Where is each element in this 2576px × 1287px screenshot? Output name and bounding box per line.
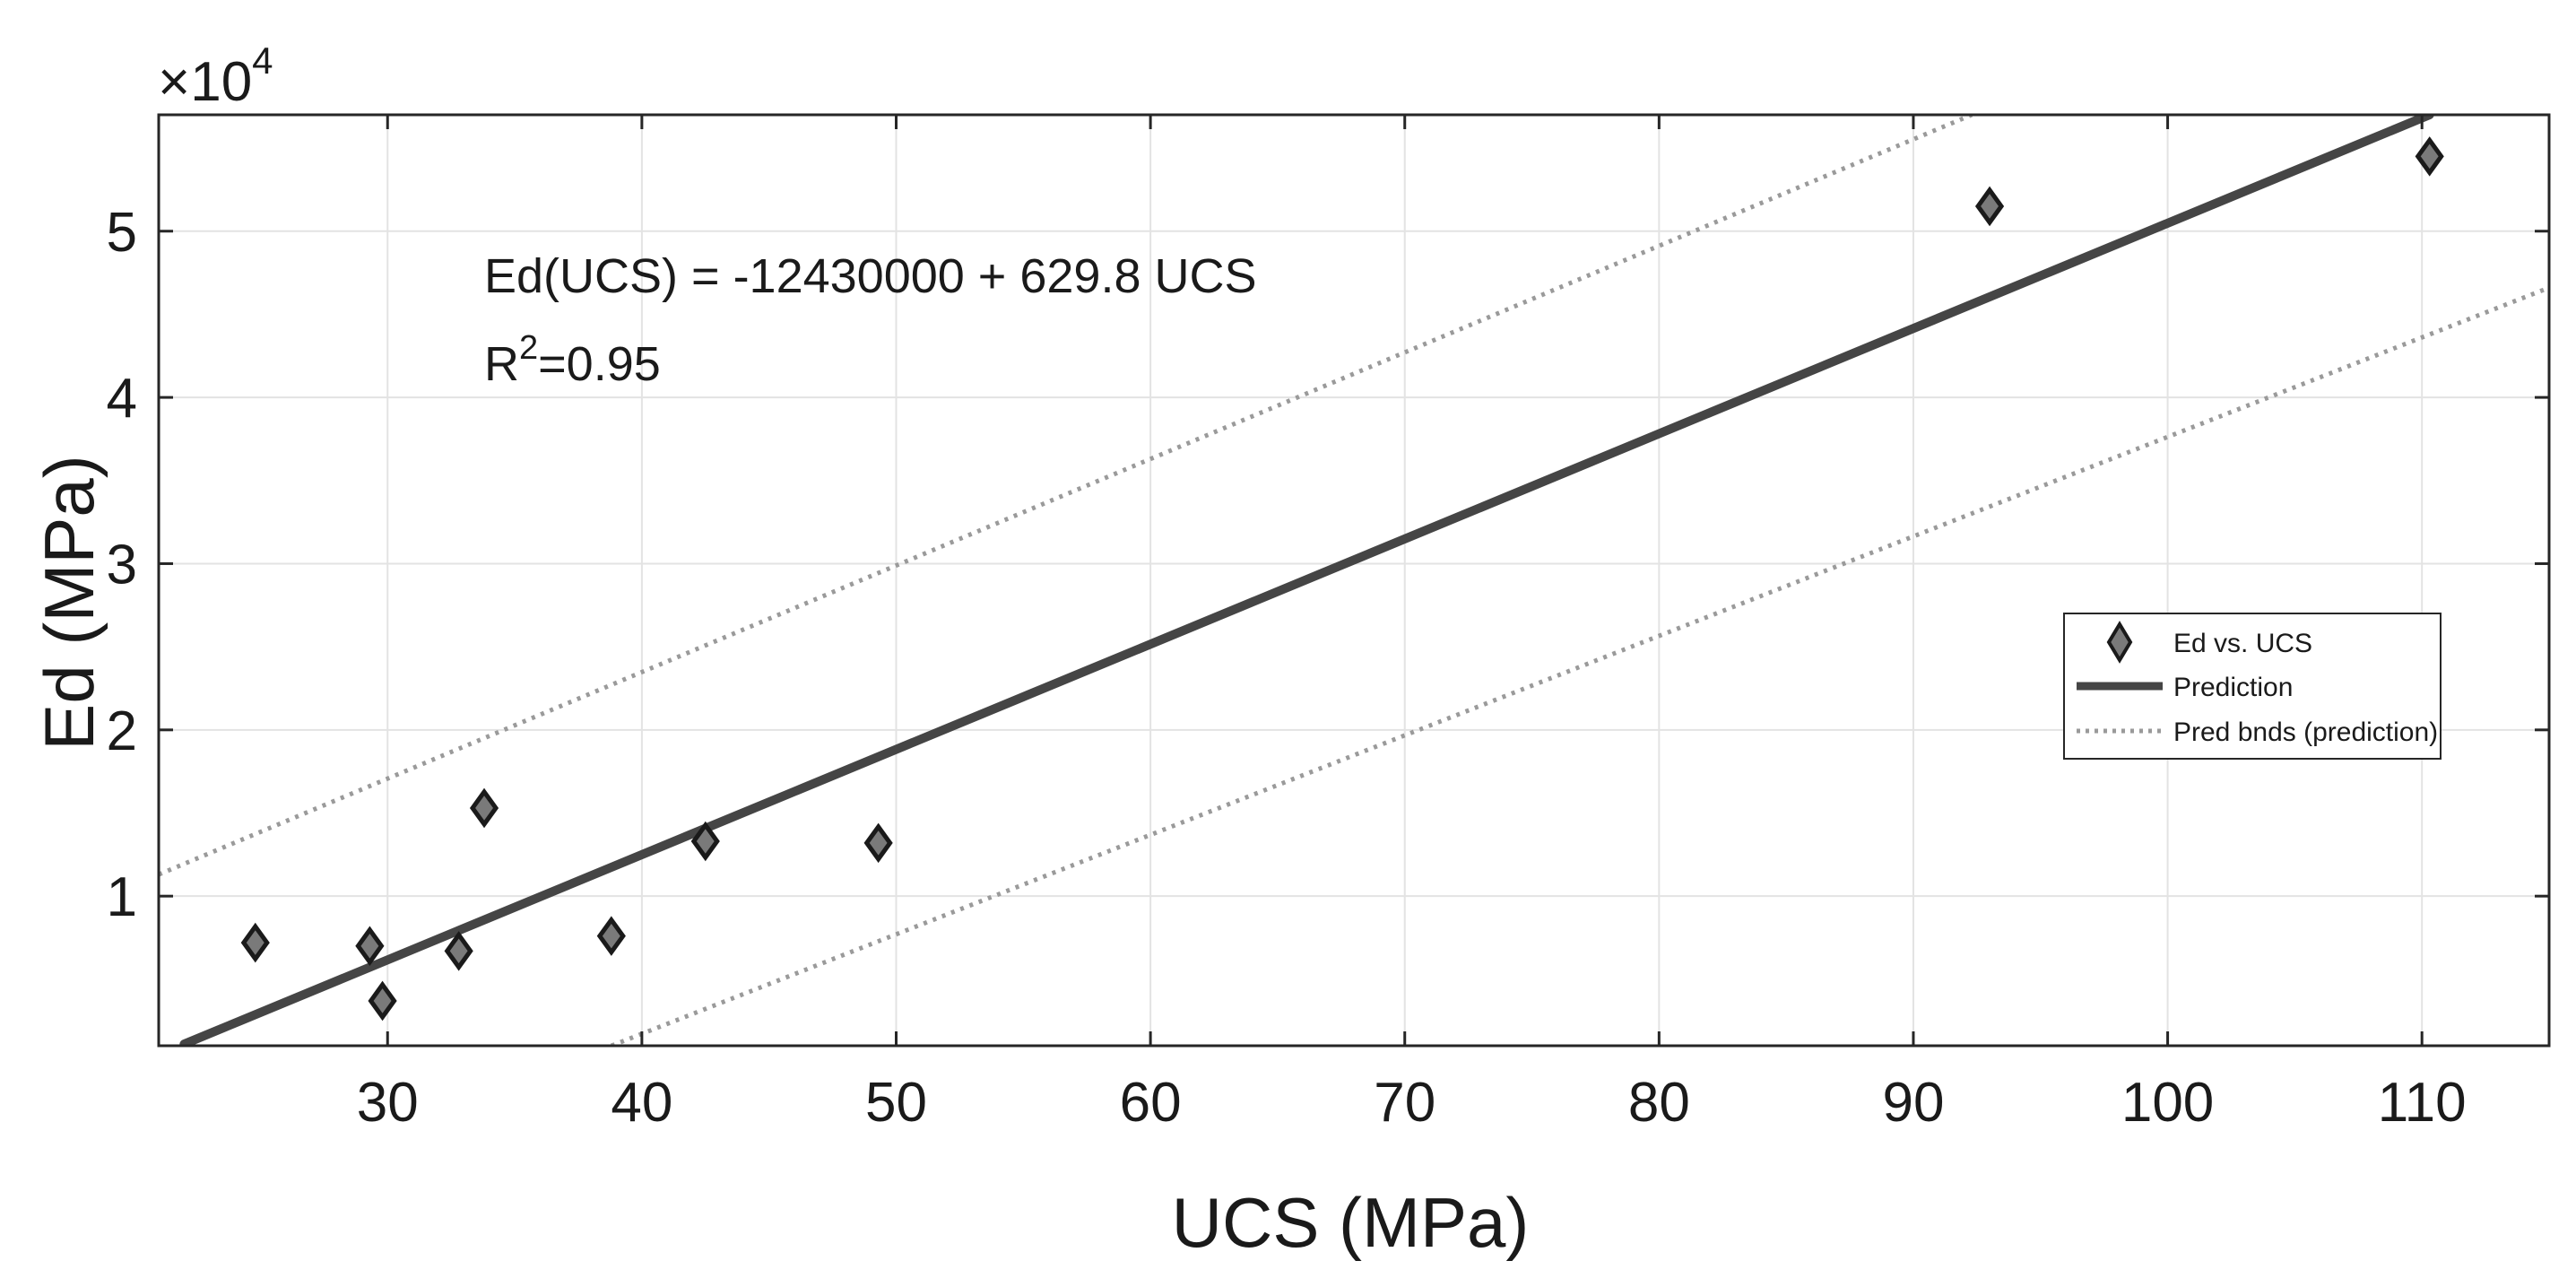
equation-annotation: Ed(UCS) = -12430000 + 629.8 UCS [484, 249, 1257, 303]
legend-label-bounds: Pred bnds (prediction) [2173, 717, 2438, 747]
data-point [444, 931, 473, 971]
x-tick-label: 60 [1120, 1072, 1182, 1134]
y-tick-label: 5 [107, 202, 137, 264]
prediction-line [179, 115, 2434, 1046]
x-axis-label: UCS (MPa) [1172, 1183, 1530, 1262]
data-point [2415, 136, 2444, 177]
prediction-bounds [159, 115, 2549, 1046]
y-axis-ticks: 1 2 3 4 5 [107, 202, 2549, 928]
prediction-bound-lower [610, 285, 2549, 1046]
y-exponent-power: 4 [252, 39, 273, 82]
x-tick-label: 50 [865, 1072, 927, 1134]
data-point [690, 821, 720, 862]
data-point [1974, 186, 2005, 227]
r2-superscript: 2 [519, 329, 538, 367]
data-point [596, 916, 626, 956]
r2-prefix: R [484, 337, 519, 391]
x-tick-label: 30 [357, 1072, 419, 1134]
legend-marker-points [2106, 621, 2133, 664]
plot-frame [157, 113, 2551, 1048]
data-point [863, 822, 893, 864]
x-tick-label: 70 [1374, 1072, 1435, 1134]
x-tick-label: 40 [611, 1072, 672, 1134]
y-tick-label: 2 [107, 700, 137, 762]
data-point [469, 787, 499, 829]
y-exponent-base: ×10 [158, 51, 252, 113]
x-tick-label: 100 [2121, 1072, 2214, 1134]
y-tick-label: 1 [107, 866, 137, 928]
prediction-line-path [179, 115, 2434, 1046]
prediction-bound-upper [159, 115, 1973, 877]
y-tick-label: 4 [107, 368, 137, 430]
x-tick-label: 110 [2378, 1072, 2467, 1134]
data-points [240, 136, 2444, 1022]
data-point [368, 980, 397, 1022]
x-tick-label: 80 [1628, 1072, 1690, 1134]
r2-value: =0.95 [538, 337, 661, 391]
y-tick-label: 3 [107, 534, 137, 596]
x-axis-ticks: 30 40 50 60 70 80 90 100 110 [357, 115, 2467, 1134]
legend: Ed vs. UCS Prediction Pred bnds (predict… [2063, 613, 2442, 760]
legend-label-points: Ed vs. UCS [2173, 629, 2312, 658]
data-point [240, 922, 270, 963]
y-axis-label: Ed (MPa) [30, 455, 108, 750]
data-point [355, 926, 385, 967]
legend-label-prediction: Prediction [2173, 673, 2293, 702]
r2-annotation: R2=0.95 [484, 329, 661, 391]
x-tick-label: 90 [1882, 1072, 1944, 1134]
y-exponent-label: ×104 [158, 39, 273, 113]
